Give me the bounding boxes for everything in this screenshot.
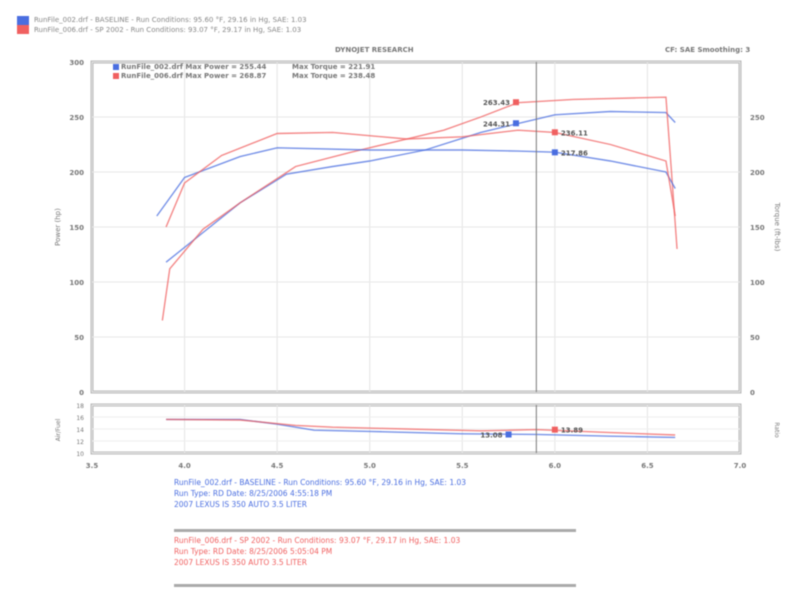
- y2-tick-label: 0: [750, 389, 755, 397]
- legend-sp2002-swatch: [113, 73, 119, 79]
- afr-tick-label: 14: [76, 427, 84, 434]
- data-marker: [512, 99, 519, 106]
- x-tick-label: 5.0: [364, 462, 377, 470]
- legend-sp2002-torque: Max Torque = 238.48: [292, 72, 376, 80]
- afr-axis-label: Air/Fuel: [55, 418, 62, 441]
- chart-title: DYNOJET RESEARCH: [335, 46, 414, 54]
- y-tick-label: 150: [69, 224, 84, 232]
- footer-sp2002-line: Run Type: RD Date: 8/25/2006 5:05:04 PM: [174, 547, 333, 556]
- y2-tick-label: 150: [750, 224, 765, 232]
- y-tick-label: 200: [69, 169, 84, 177]
- y-tick-label: 0: [79, 389, 84, 397]
- torque-line: [156, 147, 676, 217]
- sp2002-swatch: [17, 25, 29, 34]
- footer-sp2002: RunFile_006.drf - SP 2002 - Run Conditio…: [174, 535, 460, 568]
- x-tick-label: 6.5: [641, 462, 654, 470]
- baseline-swatch: [17, 16, 29, 25]
- afr-line: [166, 418, 676, 436]
- data-marker-label: 13.08: [480, 432, 502, 440]
- divider: [174, 584, 576, 587]
- y2-tick-label: 100: [750, 279, 765, 287]
- x-tick-label: 5.5: [456, 462, 469, 470]
- data-marker: [505, 431, 512, 438]
- y-tick-label: 50: [74, 334, 84, 342]
- footer-baseline-line: RunFile_002.drf - BASELINE - Run Conditi…: [174, 478, 467, 487]
- afr-tick-label: 18: [76, 403, 84, 410]
- y-tick-label: 100: [69, 279, 84, 287]
- data-marker-label: 263.43: [483, 99, 510, 107]
- power-line: [161, 96, 678, 321]
- afr-right-label: Ratio: [773, 422, 780, 438]
- x-tick-label: 4.0: [178, 462, 191, 470]
- footer-baseline-line: 2007 LEXUS IS 350 AUTO 3.5 LITER: [174, 500, 307, 509]
- data-marker: [512, 120, 519, 127]
- chart-settings: CF: SAE Smoothing: 3: [665, 46, 751, 54]
- y2-tick-label: 50: [750, 334, 760, 342]
- data-marker: [551, 129, 558, 136]
- x-tick-label: 6.0: [549, 462, 562, 470]
- data-marker: [551, 426, 558, 433]
- legend-baseline-swatch: [113, 64, 119, 70]
- x-tick-label: 3.5: [86, 462, 99, 470]
- afr-tick-label: 10: [76, 451, 84, 458]
- header-run-baseline: RunFile_002.drf - BASELINE - Run Conditi…: [34, 16, 307, 24]
- data-marker-label: 217.86: [561, 149, 588, 157]
- y-axis-label: Power (hp): [54, 208, 62, 246]
- footer-sp2002-line: RunFile_006.drf - SP 2002 - Run Conditio…: [174, 536, 461, 545]
- footer-sp2002-line: 2007 LEXUS IS 350 AUTO 3.5 LITER: [174, 558, 307, 567]
- y2-tick-label: 200: [750, 169, 765, 177]
- y-tick-label: 250: [69, 114, 84, 122]
- divider: [174, 529, 576, 532]
- footer-baseline: RunFile_002.drf - BASELINE - Run Conditi…: [174, 477, 466, 510]
- afr-tick-label: 12: [76, 439, 84, 446]
- afr-tick-label: 16: [76, 415, 84, 422]
- footer-baseline-line: Run Type: RD Date: 8/25/2006 4:55:18 PM: [174, 489, 333, 498]
- y2-tick-label: 250: [750, 114, 765, 122]
- legend-baseline: RunFile_002.drf Max Power = 255.44: [121, 63, 267, 71]
- data-marker: [551, 149, 558, 156]
- y-tick-label: 300: [69, 59, 84, 67]
- header-run-sp2002: RunFile_006.drf - SP 2002 - Run Conditio…: [34, 26, 302, 34]
- legend-baseline-torque: Max Torque = 221.91: [292, 63, 376, 71]
- x-tick-label: 7.0: [734, 462, 747, 470]
- data-marker-label: 244.31: [483, 120, 510, 128]
- data-marker-label: 236.11: [561, 129, 588, 137]
- legend-sp2002: RunFile_006.drf Max Power = 268.87: [121, 72, 267, 80]
- torque-line: [165, 129, 676, 228]
- data-marker-label: 13.89: [561, 427, 583, 435]
- x-tick-label: 4.5: [271, 462, 284, 470]
- y2-axis-label: Torque (ft-lbs): [773, 202, 781, 252]
